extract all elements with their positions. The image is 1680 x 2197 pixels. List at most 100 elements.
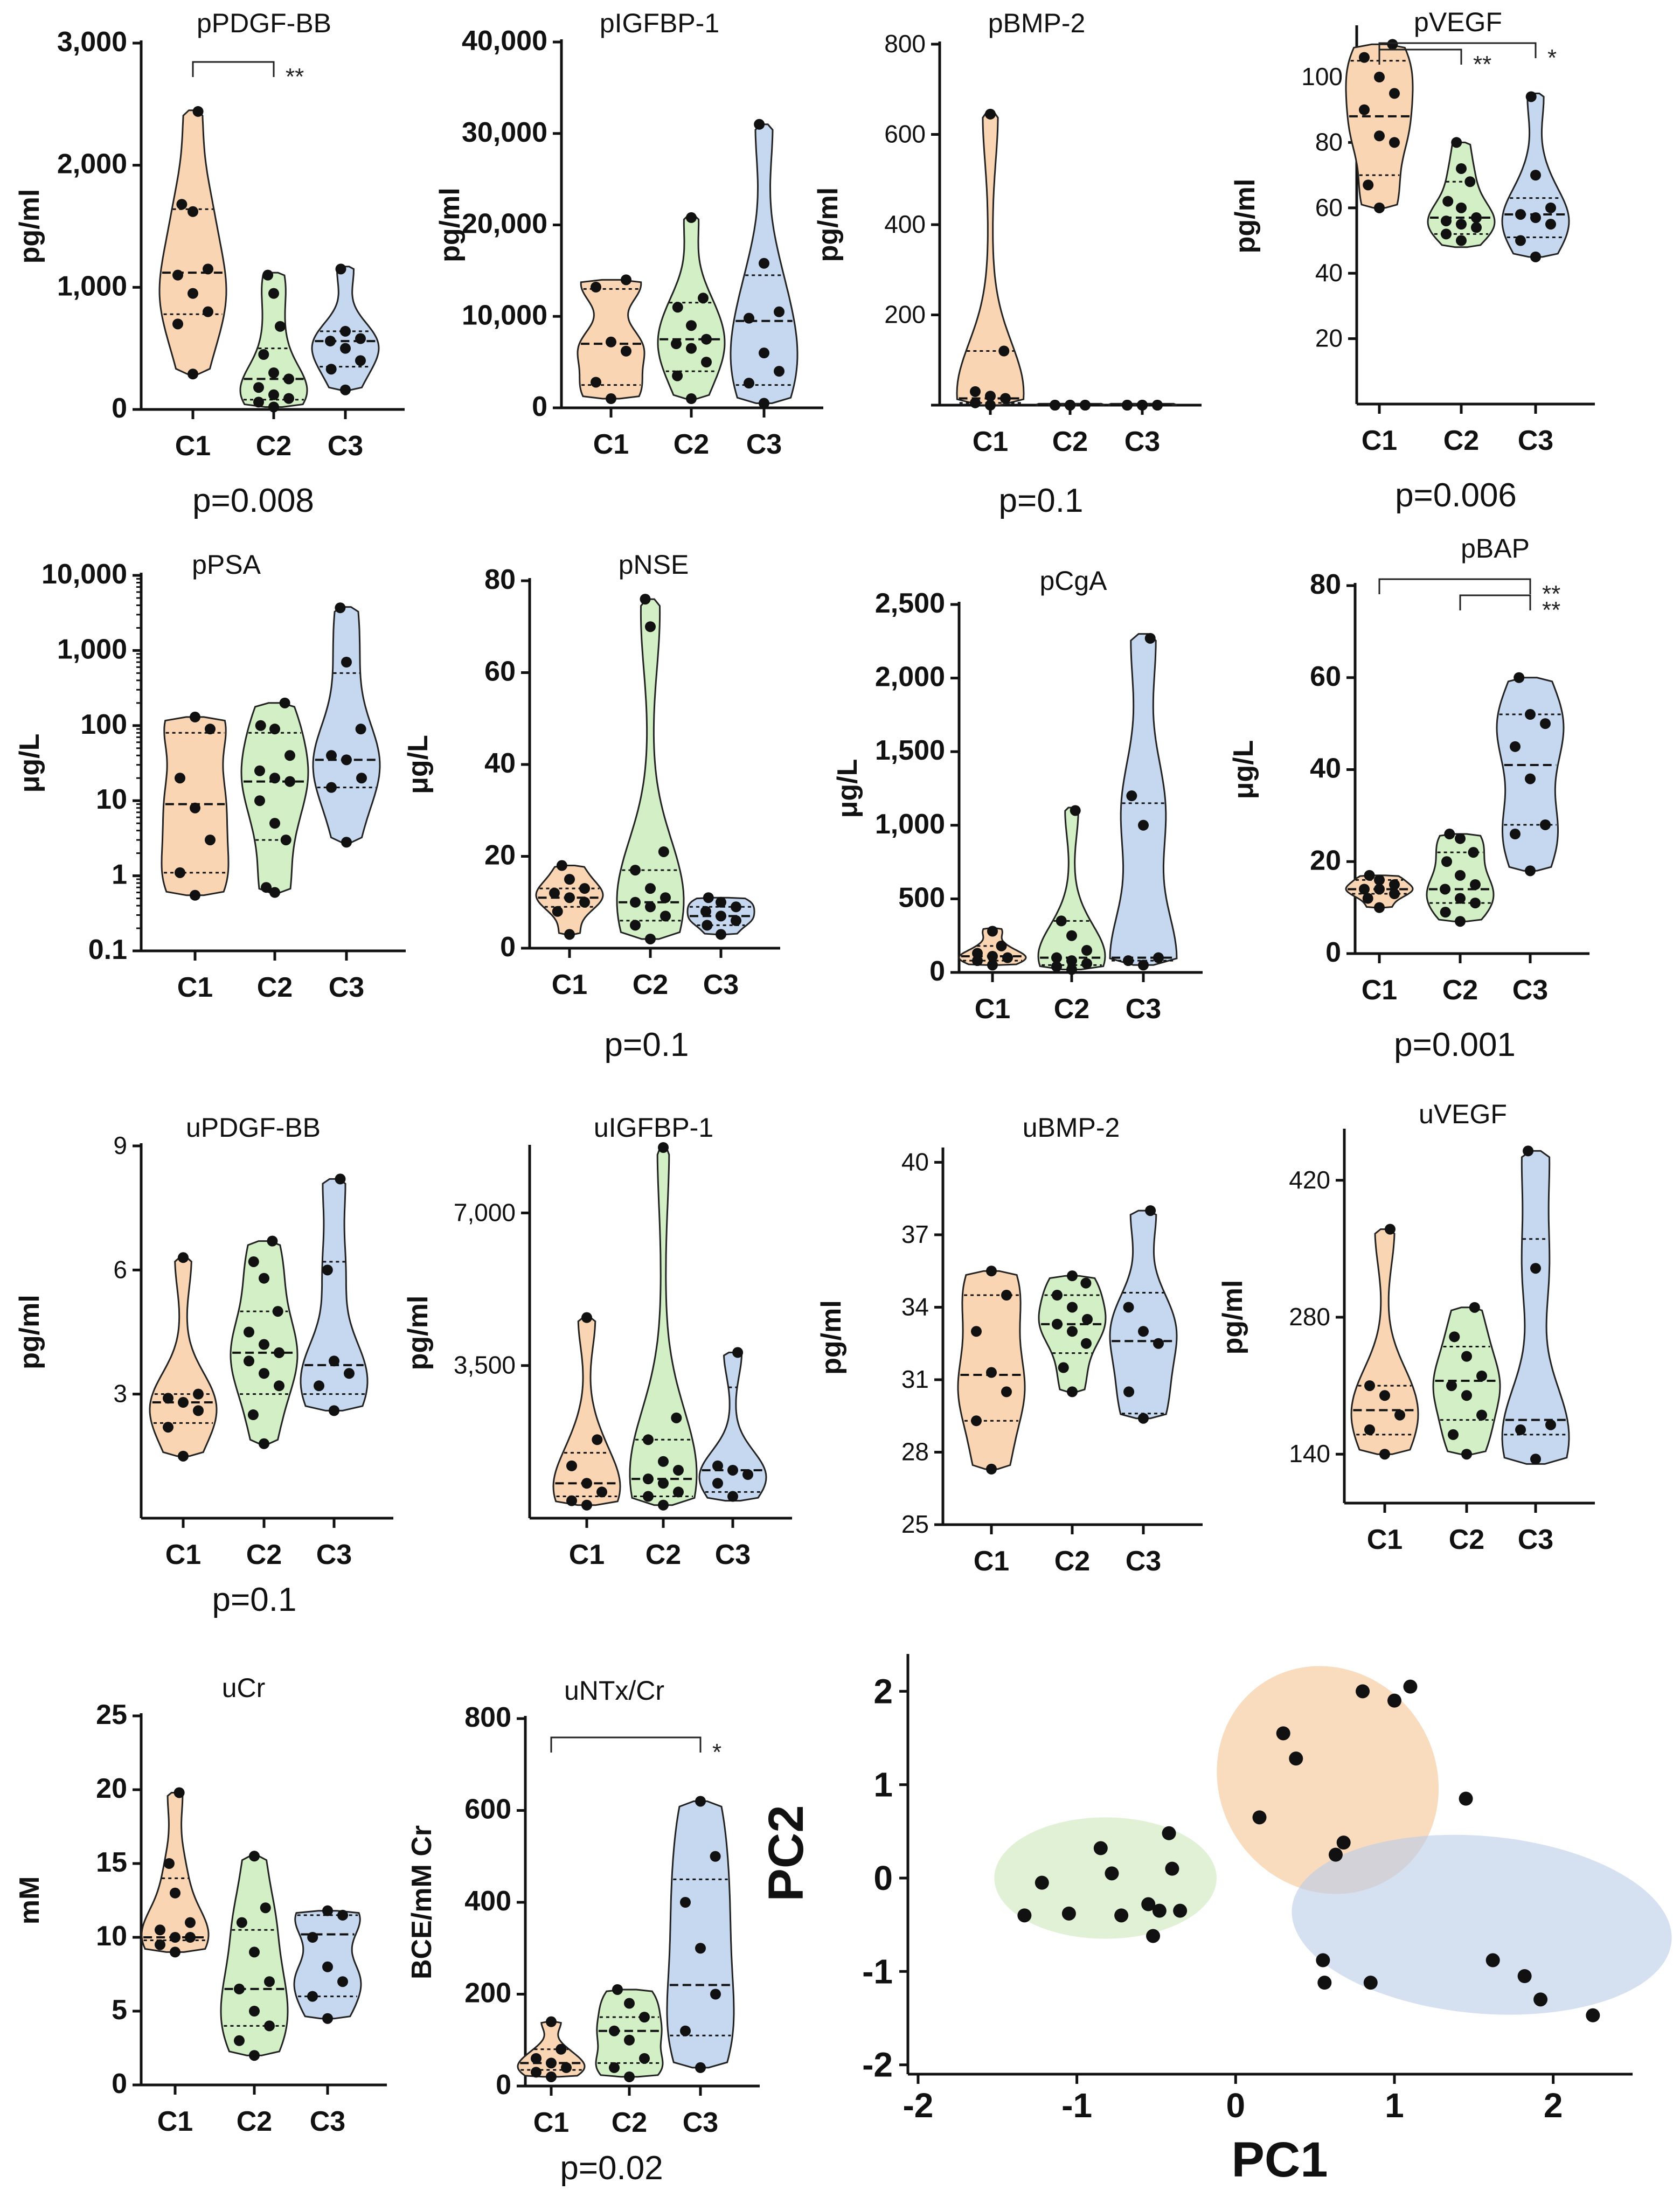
violin-c1 (957, 1266, 1026, 1475)
data-point (744, 312, 754, 324)
x-tick-label-c1: C1 (157, 2106, 193, 2137)
data-point (1468, 847, 1479, 858)
data-point (269, 887, 280, 898)
pca-x-tick-label: -2 (903, 2086, 933, 2125)
data-point (645, 933, 656, 944)
data-point (185, 1917, 196, 1928)
pca-point-c3 (1317, 1976, 1332, 1990)
data-point (274, 321, 286, 332)
violin-c3 (311, 263, 380, 395)
data-point (307, 1932, 318, 1943)
significance-stars: ** (286, 64, 304, 90)
pca-point-c2 (1035, 1875, 1049, 1890)
y-axis-label: pg/ml (1217, 1280, 1248, 1355)
violin-c2 (657, 212, 726, 405)
data-point (774, 306, 785, 317)
cluster-ellipse-c1 (1217, 1666, 1439, 1894)
pca-point-c3 (1459, 1791, 1473, 1806)
data-point (970, 386, 981, 397)
data-point (185, 1932, 196, 1943)
data-point (1387, 39, 1398, 50)
data-point (716, 929, 726, 940)
data-point (163, 1422, 173, 1433)
data-point (1530, 212, 1541, 224)
pca-x-tick-label: 1 (1385, 2086, 1404, 2125)
violin-c1 (149, 1252, 218, 1462)
data-point (1001, 1290, 1012, 1301)
data-point (1545, 202, 1556, 213)
violin-c3 (1108, 400, 1177, 411)
data-point (1510, 741, 1521, 752)
data-point (624, 2071, 635, 2082)
x-tick-label-c2: C2 (1449, 1524, 1484, 1555)
y-axis-label: BCE/mM Cr (406, 1825, 438, 1979)
violin-c2 (240, 697, 309, 898)
data-point (1359, 884, 1370, 895)
data-point (262, 269, 274, 281)
data-point (1359, 104, 1370, 115)
data-point (322, 1961, 333, 1972)
data-point (1364, 870, 1375, 881)
data-point (280, 835, 291, 846)
data-point (712, 1478, 723, 1489)
x-tick-label-c3: C3 (703, 969, 739, 1000)
chart-title: pCgA (1039, 566, 1107, 596)
x-tick-label-c3: C3 (1126, 993, 1161, 1025)
data-point (1379, 1449, 1390, 1460)
data-point (325, 364, 337, 375)
violin-c1 (1345, 39, 1414, 213)
data-point (996, 940, 1007, 951)
violin-body (552, 1317, 621, 1506)
y-tick-label: 0 (1325, 937, 1341, 968)
data-point (742, 1469, 753, 1480)
data-point (1152, 400, 1163, 411)
data-point (1525, 709, 1536, 720)
y-tick-label: 2,500 (875, 588, 945, 619)
data-point (264, 2020, 275, 2032)
data-point (337, 1909, 348, 1921)
data-point (1441, 856, 1453, 867)
data-point (335, 263, 346, 275)
chart-title: uIGFBP-1 (594, 1113, 713, 1143)
panel-pbmp-2: 200 400 600 800 pg/ml pBMP-2 C1 C2 C3 p=0.1 (813, 8, 1202, 519)
y-axis-label: μg/L (14, 734, 45, 793)
data-point (1051, 952, 1062, 963)
violin-c1 (1350, 1223, 1419, 1460)
data-point (1067, 1326, 1078, 1337)
data-point (998, 345, 1010, 357)
data-point (244, 1326, 254, 1338)
data-point (643, 1473, 654, 1485)
data-point (203, 306, 213, 317)
panel-untx-cr: 0 200 400 600 800 BCE/mM Cr uNTx/Cr C1 C2 C3 * p=0.… (406, 1675, 760, 2187)
data-point (274, 1380, 284, 1392)
x-tick-label-c2: C2 (256, 430, 291, 462)
data-point (272, 1306, 283, 1317)
y-tick-label: 2,000 (875, 662, 945, 693)
significance-stars: ** (1542, 581, 1560, 607)
cluster-ellipse-c3 (1292, 1834, 1672, 2015)
data-point (671, 338, 682, 350)
y-axis-label: pg/ml (1230, 179, 1261, 254)
data-point (701, 357, 712, 368)
bracket-line (1378, 42, 1537, 58)
violin-c1 (535, 860, 604, 940)
data-point (695, 1796, 706, 1807)
data-point (259, 1438, 269, 1449)
pca-point-c2 (1061, 1906, 1076, 1921)
x-tick-label-c3: C3 (746, 429, 782, 460)
violin-body (149, 1256, 218, 1457)
data-point (1374, 884, 1385, 895)
x-tick-label-c2: C2 (1054, 993, 1089, 1025)
violin-body (1037, 807, 1106, 970)
data-point (1138, 1413, 1149, 1424)
violin-c1 (158, 106, 227, 380)
data-point (1446, 1380, 1457, 1392)
y-tick-label: 600 (884, 120, 926, 148)
data-point (155, 1939, 165, 1950)
data-point (531, 2067, 542, 2078)
pca-y-tick-label: 2 (873, 1672, 893, 1711)
violin-c1 (1345, 870, 1414, 913)
y-tick-label: 37 (901, 1220, 929, 1248)
violin-c1 (577, 274, 645, 405)
data-point (253, 397, 264, 408)
